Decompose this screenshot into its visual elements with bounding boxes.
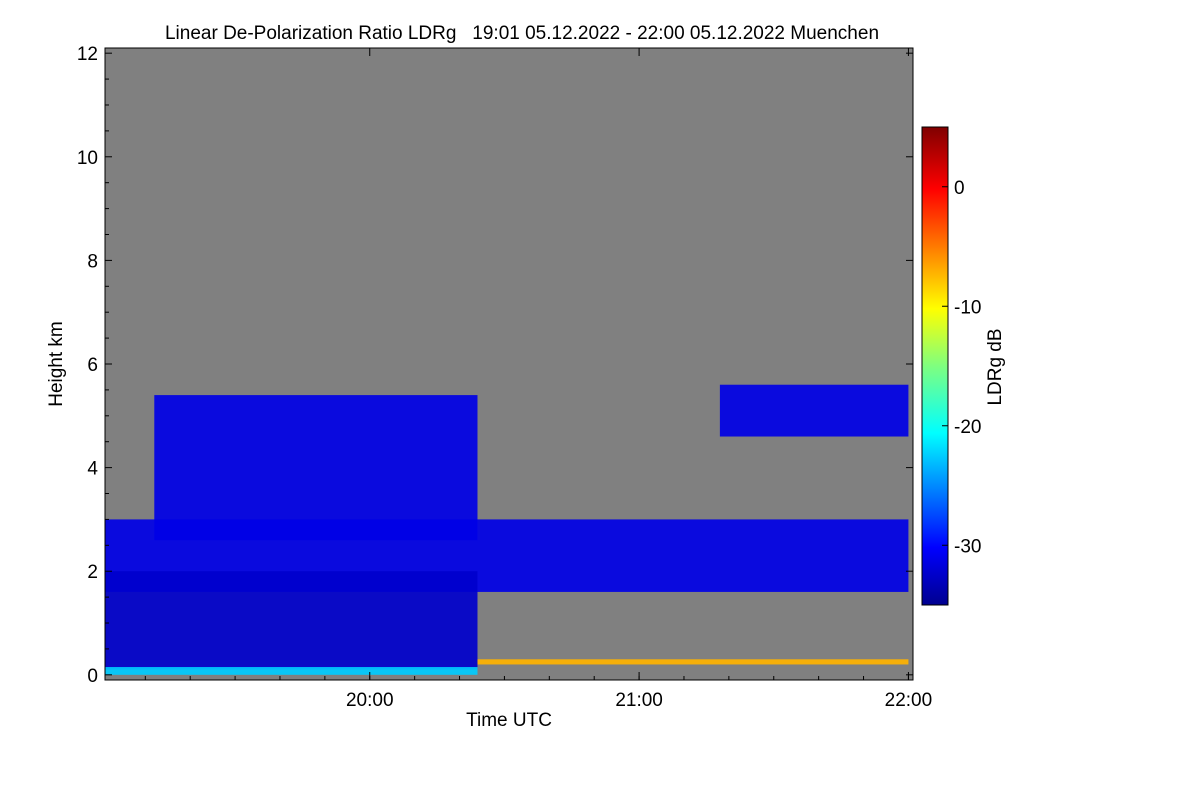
- y-tick-label: 0: [87, 666, 98, 687]
- colorbar-tick-label: -10: [954, 297, 981, 318]
- colorbar-tick-label: 0: [954, 178, 965, 199]
- y-tick-label: 2: [87, 562, 98, 583]
- y-tick-label: 12: [77, 44, 98, 65]
- x-axis-label: Time UTC: [466, 710, 552, 731]
- plot-data: [105, 384, 909, 675]
- colorbar-label: LDRg dB: [985, 328, 1006, 405]
- colorbar-ticks: 0 -10 -20 -30: [942, 178, 981, 557]
- region-surface-line: [477, 659, 909, 665]
- region-near-ground-layer: [105, 667, 478, 675]
- y-tick-label: 10: [77, 148, 98, 169]
- x-axis: 20:00 21:00 22:00: [144, 48, 933, 711]
- colorbar: [921, 126, 949, 606]
- x-tick-label: 20:00: [346, 690, 394, 711]
- colorbar-tick-label: -30: [954, 536, 981, 557]
- colorbar-tick-label: -20: [954, 417, 981, 438]
- y-axis-label: Height km: [46, 321, 67, 407]
- x-tick-label: 22:00: [885, 690, 933, 711]
- region-upper-cloud: [719, 384, 909, 437]
- region-fall-streaks: [154, 395, 478, 541]
- region-dense-lower-layer: [105, 571, 478, 670]
- y-axis: 0 2 4 6 8 10 12: [77, 44, 913, 687]
- y-tick-label: 6: [87, 355, 98, 376]
- y-tick-label: 4: [87, 459, 98, 480]
- y-tick-label: 8: [87, 251, 98, 272]
- x-tick-label: 21:00: [615, 690, 663, 711]
- chart-title: Linear De-Polarization Ratio LDRg 19:01 …: [165, 23, 879, 44]
